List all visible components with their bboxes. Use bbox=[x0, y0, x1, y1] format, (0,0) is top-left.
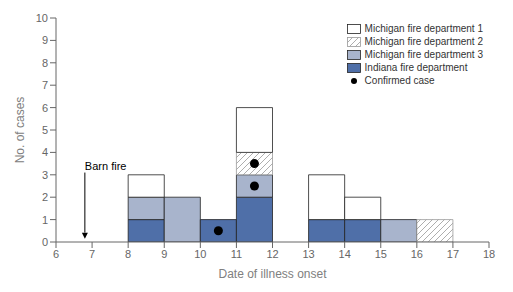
svg-text:4: 4 bbox=[42, 146, 48, 158]
svg-text:0: 0 bbox=[42, 236, 48, 248]
svg-text:18: 18 bbox=[483, 248, 495, 260]
html-text:Confirmed case: Confirmed case bbox=[364, 75, 435, 86]
svg-text:9: 9 bbox=[161, 248, 167, 260]
svg-text:13: 13 bbox=[302, 248, 314, 260]
svg-text:16: 16 bbox=[411, 248, 423, 260]
svg-text:15: 15 bbox=[375, 248, 387, 260]
svg-text:Barn fire: Barn fire bbox=[85, 160, 127, 172]
svg-text:1: 1 bbox=[42, 214, 48, 226]
svg-text:10: 10 bbox=[194, 248, 206, 260]
svg-text:No. of cases: No. of cases bbox=[13, 97, 27, 164]
svg-text:12: 12 bbox=[266, 248, 278, 260]
svg-text:7: 7 bbox=[42, 79, 48, 91]
svg-text:Date of illness onset: Date of illness onset bbox=[218, 267, 327, 281]
svg-text:8: 8 bbox=[125, 248, 131, 260]
html-text:Michigan fire department 1: Michigan fire department 1 bbox=[364, 23, 483, 34]
svg-text:14: 14 bbox=[339, 248, 351, 260]
svg-text:5: 5 bbox=[42, 124, 48, 136]
svg-text:9: 9 bbox=[42, 34, 48, 46]
svg-text:2: 2 bbox=[42, 191, 48, 203]
svg-text:6: 6 bbox=[53, 248, 59, 260]
svg-text:8: 8 bbox=[42, 57, 48, 69]
html-text:Michigan fire department 3: Michigan fire department 3 bbox=[364, 49, 483, 60]
html-text:Michigan fire department 2: Michigan fire department 2 bbox=[364, 36, 483, 47]
html-text:Indiana fire department: Indiana fire department bbox=[364, 62, 468, 73]
svg-text:17: 17 bbox=[447, 248, 459, 260]
svg-text:11: 11 bbox=[231, 248, 242, 260]
svg-text:6: 6 bbox=[42, 102, 48, 114]
svg-text:10: 10 bbox=[36, 12, 48, 24]
svg-text:3: 3 bbox=[42, 169, 48, 181]
svg-text:7: 7 bbox=[89, 248, 95, 260]
